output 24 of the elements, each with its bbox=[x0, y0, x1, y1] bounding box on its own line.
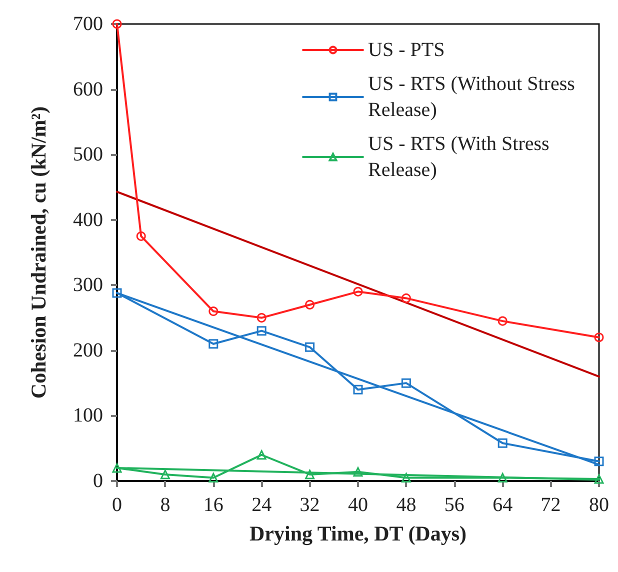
y-tick-label: 400 bbox=[73, 208, 103, 231]
x-tick-label: 24 bbox=[252, 494, 272, 516]
legend-label: US - RTS (Without Stress Release) bbox=[368, 73, 580, 121]
x-tick-label: 16 bbox=[203, 494, 224, 516]
y-tick-label: 300 bbox=[73, 274, 103, 296]
y-tick-label: 500 bbox=[73, 144, 103, 166]
x-axis-title: Drying Time, DT (Days) bbox=[249, 522, 467, 546]
x-tick-label: 80 bbox=[589, 494, 609, 516]
x-tick-label: 64 bbox=[492, 494, 513, 516]
x-tick-label: 48 bbox=[396, 494, 416, 516]
y-tick-label: 700 bbox=[73, 13, 103, 35]
y-tick-label: 0 bbox=[93, 470, 103, 492]
x-tick-label: 56 bbox=[444, 494, 464, 516]
x-tick-label: 32 bbox=[300, 494, 320, 516]
y-tick-label: 100 bbox=[73, 404, 103, 427]
y-tick-label: 200 bbox=[73, 339, 103, 362]
legend-label: US - PTS bbox=[368, 39, 445, 61]
legend-label: US - RTS (With Stress Release) bbox=[368, 133, 554, 181]
y-tick-label: 600 bbox=[73, 78, 103, 100]
x-tick-label: 0 bbox=[112, 494, 122, 516]
x-tick-label: 72 bbox=[540, 494, 561, 516]
x-tick-label: 8 bbox=[160, 494, 170, 516]
x-tick-label: 40 bbox=[348, 494, 368, 516]
y-axis-title: Cohesion Undrained, cu (kN/m²) bbox=[26, 106, 50, 399]
